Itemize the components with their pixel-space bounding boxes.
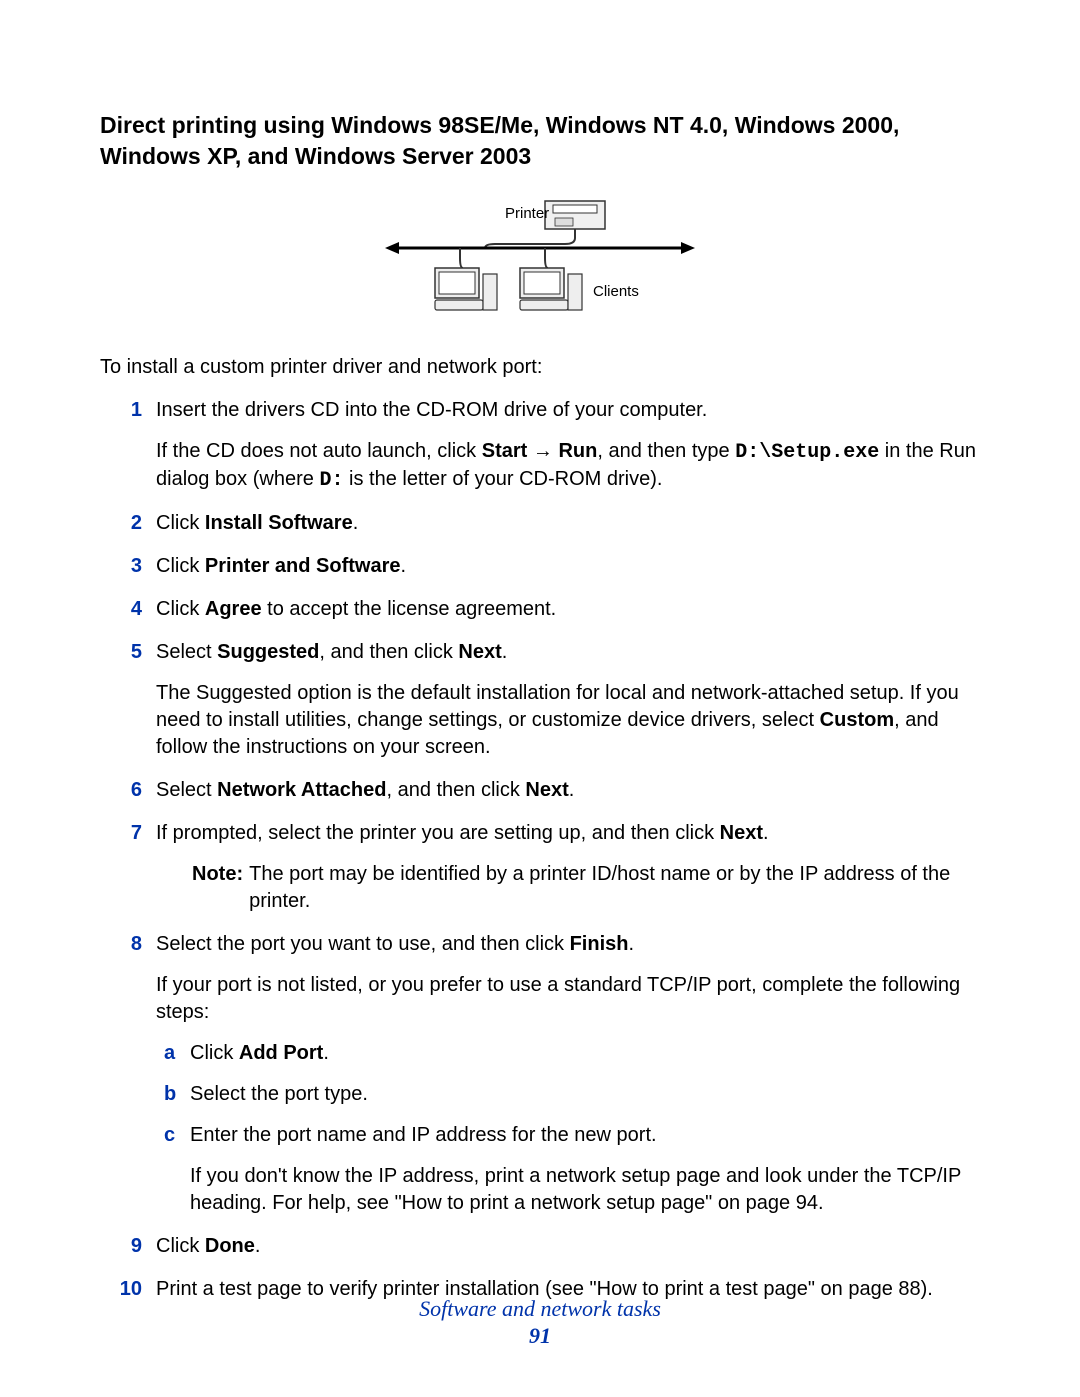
step-8: 8 Select the port you want to use, and t… xyxy=(110,931,980,1217)
step-body: If prompted, select the printer you are … xyxy=(156,820,980,915)
text: Select the port type. xyxy=(190,1081,980,1108)
step-body: Click Agree to accept the license agreem… xyxy=(156,596,980,623)
step-body: Insert the drivers CD into the CD-ROM dr… xyxy=(156,397,980,494)
client-icon xyxy=(435,268,497,310)
text: If your port is not listed, or you prefe… xyxy=(156,972,980,1026)
text: The Suggested option is the default inst… xyxy=(156,680,980,761)
step-9: 9 Click Done. xyxy=(110,1233,980,1260)
text: Click Add Port. xyxy=(190,1040,980,1067)
clients-label: Clients xyxy=(593,283,639,300)
step-body: Select Network Attached, and then click … xyxy=(156,777,980,804)
text: Click Printer and Software. xyxy=(156,553,980,580)
step-number: 3 xyxy=(110,553,156,580)
printer-icon xyxy=(545,201,605,229)
page-footer: Software and network tasks 91 xyxy=(0,1296,1080,1349)
client-icon xyxy=(520,268,582,310)
text: Click Install Software. xyxy=(156,510,980,537)
substep-c: c Enter the port name and IP address for… xyxy=(156,1122,980,1217)
step-body: Select Suggested, and then click Next. T… xyxy=(156,639,980,761)
text: Click Agree to accept the license agreem… xyxy=(156,596,980,623)
page-number: 91 xyxy=(0,1323,1080,1349)
text: Select Network Attached, and then click … xyxy=(156,777,980,804)
cable xyxy=(545,248,548,268)
steps-list: 1 Insert the drivers CD into the CD-ROM … xyxy=(110,397,980,1303)
document-page: Direct printing using Windows 98SE/Me, W… xyxy=(0,0,1080,1397)
step-7: 7 If prompted, select the printer you ar… xyxy=(110,820,980,915)
cable xyxy=(485,229,575,248)
substep-body: Enter the port name and IP address for t… xyxy=(190,1122,980,1217)
note-label: Note: xyxy=(192,861,249,915)
cable xyxy=(460,248,463,268)
step-1: 1 Insert the drivers CD into the CD-ROM … xyxy=(110,397,980,494)
substep-body: Click Add Port. xyxy=(190,1040,980,1067)
step-number: 4 xyxy=(110,596,156,623)
step-number: 2 xyxy=(110,510,156,537)
substep-a: a Click Add Port. xyxy=(156,1040,980,1067)
text: If the CD does not auto launch, click St… xyxy=(156,438,980,494)
text: Select Suggested, and then click Next. xyxy=(156,639,980,666)
text: Select the port you want to use, and the… xyxy=(156,931,980,958)
text: Click Done. xyxy=(156,1233,980,1260)
printer-label: Printer xyxy=(505,205,549,222)
step-6: 6 Select Network Attached, and then clic… xyxy=(110,777,980,804)
step-number: 6 xyxy=(110,777,156,804)
step-number: 8 xyxy=(110,931,156,1217)
text: Insert the drivers CD into the CD-ROM dr… xyxy=(156,397,980,424)
substep-letter: a xyxy=(156,1040,190,1067)
substep-letter: b xyxy=(156,1081,190,1108)
text: If prompted, select the printer you are … xyxy=(156,820,980,847)
text: Enter the port name and IP address for t… xyxy=(190,1122,980,1149)
intro-text: To install a custom printer driver and n… xyxy=(100,354,980,381)
substep-b: b Select the port type. xyxy=(156,1081,980,1108)
substeps: a Click Add Port. b Select the port type… xyxy=(156,1040,980,1217)
step-5: 5 Select Suggested, and then click Next.… xyxy=(110,639,980,761)
arrow-left-icon xyxy=(385,242,399,254)
step-number: 5 xyxy=(110,639,156,761)
step-4: 4 Click Agree to accept the license agre… xyxy=(110,596,980,623)
footer-section: Software and network tasks xyxy=(0,1296,1080,1322)
step-3: 3 Click Printer and Software. xyxy=(110,553,980,580)
step-number: 7 xyxy=(110,820,156,915)
page-title: Direct printing using Windows 98SE/Me, W… xyxy=(100,110,980,172)
substep-letter: c xyxy=(156,1122,190,1217)
arrow-right-icon xyxy=(681,242,695,254)
network-diagram: Printer Clients xyxy=(385,196,695,334)
step-body: Click Install Software. xyxy=(156,510,980,537)
step-body: Click Printer and Software. xyxy=(156,553,980,580)
text: If you don't know the IP address, print … xyxy=(190,1163,980,1217)
note-text: The port may be identified by a printer … xyxy=(249,861,980,915)
step-body: Click Done. xyxy=(156,1233,980,1260)
step-number: 1 xyxy=(110,397,156,494)
step-2: 2 Click Install Software. xyxy=(110,510,980,537)
step-body: Select the port you want to use, and the… xyxy=(156,931,980,1217)
step-number: 9 xyxy=(110,1233,156,1260)
note: Note: The port may be identified by a pr… xyxy=(192,861,980,915)
substep-body: Select the port type. xyxy=(190,1081,980,1108)
